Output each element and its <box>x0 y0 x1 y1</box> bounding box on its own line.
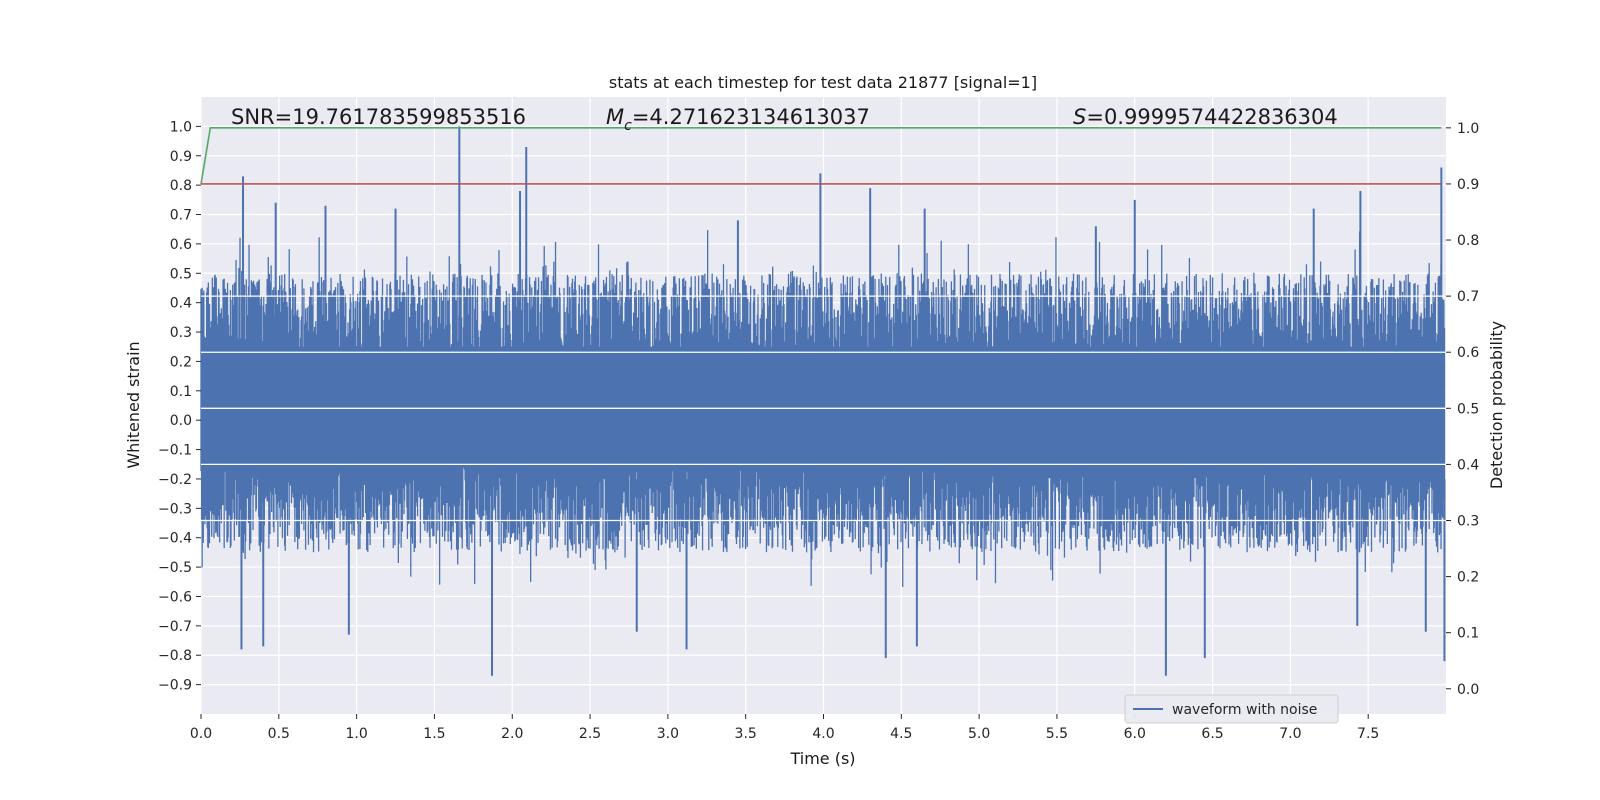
right-tick-label: 0.9 <box>1457 177 1479 193</box>
left-tick-label: −0.9 <box>158 678 192 694</box>
x-tick-label: 5.5 <box>1046 726 1068 742</box>
significance-symbol: S <box>1073 105 1086 129</box>
left-tick-label: 0.4 <box>170 296 192 312</box>
significance-value: =0.9999574422836304 <box>1086 105 1337 129</box>
x-tick-label: 4.5 <box>890 726 912 742</box>
probability-series <box>200 127 1446 522</box>
right-tick-label: 0.4 <box>1457 457 1479 473</box>
left-tick-label: 0.8 <box>170 178 192 194</box>
right-tick-label: 0.5 <box>1457 401 1479 417</box>
left-tick-label: −0.4 <box>158 531 192 547</box>
x-tick-label: 2.0 <box>501 726 523 742</box>
left-tick-label: −0.2 <box>158 472 192 488</box>
legend-box <box>1124 694 1339 724</box>
left-tick-label: 0.2 <box>170 354 192 370</box>
left-tick-label: −0.6 <box>158 589 192 605</box>
left-tick-label: −0.1 <box>158 443 192 459</box>
left-axis-ticks: 1.0 0.9 0.8 0.7 0.6 0.5 0.4 0.3 0.2 0.1 0.0 −0.1 −0.… <box>158 119 201 694</box>
right-tick-label: 0.6 <box>1457 345 1479 361</box>
chirp-mass-annotation: Mc=4.271623134613037 <box>606 105 870 134</box>
x-tick-label: 7.0 <box>1279 726 1301 742</box>
right-tick-label: 0.2 <box>1457 570 1479 586</box>
x-tick-label: 3.0 <box>657 726 679 742</box>
right-axis-ticks: 1.0 0.9 0.8 0.7 0.6 0.5 0.4 0.3 0.2 0.1 0.0 <box>1446 121 1479 698</box>
left-tick-label: 0.5 <box>170 266 192 282</box>
snr-annotation: SNR=19.761783599853516 <box>231 105 526 129</box>
left-tick-label: 0.6 <box>170 237 192 253</box>
left-tick-label: 0.9 <box>170 149 192 165</box>
x-tick-label: 1.5 <box>423 726 445 742</box>
right-tick-label: 0.8 <box>1457 233 1479 249</box>
right-tick-label: 0.3 <box>1457 513 1479 529</box>
chirp-mass-symbol: M <box>606 105 624 129</box>
left-tick-label: −0.3 <box>158 501 192 517</box>
x-axis-label: Time (s) <box>789 749 855 768</box>
x-tick-label: 0.0 <box>190 726 212 742</box>
x-tick-label: 5.0 <box>968 726 990 742</box>
x-tick-label: 4.0 <box>812 726 834 742</box>
detection-probability-line <box>200 127 1442 185</box>
x-tick-label: 3.5 <box>735 726 757 742</box>
left-tick-label: −0.7 <box>158 619 192 635</box>
left-tick-label: 0.1 <box>170 384 192 400</box>
legend: waveform with noise <box>1124 694 1339 724</box>
x-axis-ticks: 0.0 0.5 1.0 1.5 2.0 2.5 3.0 3.5 4.0 4.5 5.0 5.5 6.0 6… <box>190 714 1379 742</box>
left-tick-label: 0.3 <box>170 325 192 341</box>
left-tick-label: −0.5 <box>158 560 192 576</box>
chirp-mass-value: =4.271623134613037 <box>632 105 870 129</box>
left-axis-label: Whitened strain <box>124 341 143 468</box>
chirp-mass-subscript: c <box>624 118 632 134</box>
left-tick-label: 0.7 <box>170 208 192 224</box>
right-tick-label: 0.7 <box>1457 289 1479 305</box>
x-tick-label: 6.0 <box>1124 726 1146 742</box>
x-tick-label: 1.0 <box>345 726 367 742</box>
left-tick-label: 0.0 <box>170 413 192 429</box>
left-tick-label: −0.8 <box>158 648 192 664</box>
x-tick-label: 7.5 <box>1357 726 1379 742</box>
chart-title: stats at each timestep for test data 218… <box>609 73 1037 92</box>
right-tick-label: 0.1 <box>1457 626 1479 642</box>
right-tick-label: 0.0 <box>1457 682 1479 698</box>
x-tick-label: 6.5 <box>1201 726 1223 742</box>
right-tick-label: 1.0 <box>1457 121 1479 137</box>
right-axis-label: Detection probability <box>1487 321 1506 489</box>
waveform-series <box>200 126 1446 676</box>
legend-label-waveform: waveform with noise <box>1172 702 1317 718</box>
x-tick-label: 0.5 <box>268 726 290 742</box>
left-tick-label: 1.0 <box>170 119 192 135</box>
significance-annotation: S=0.9999574422836304 <box>1073 105 1338 129</box>
waveform-core-band <box>201 346 1445 462</box>
x-tick-label: 2.5 <box>579 726 601 742</box>
